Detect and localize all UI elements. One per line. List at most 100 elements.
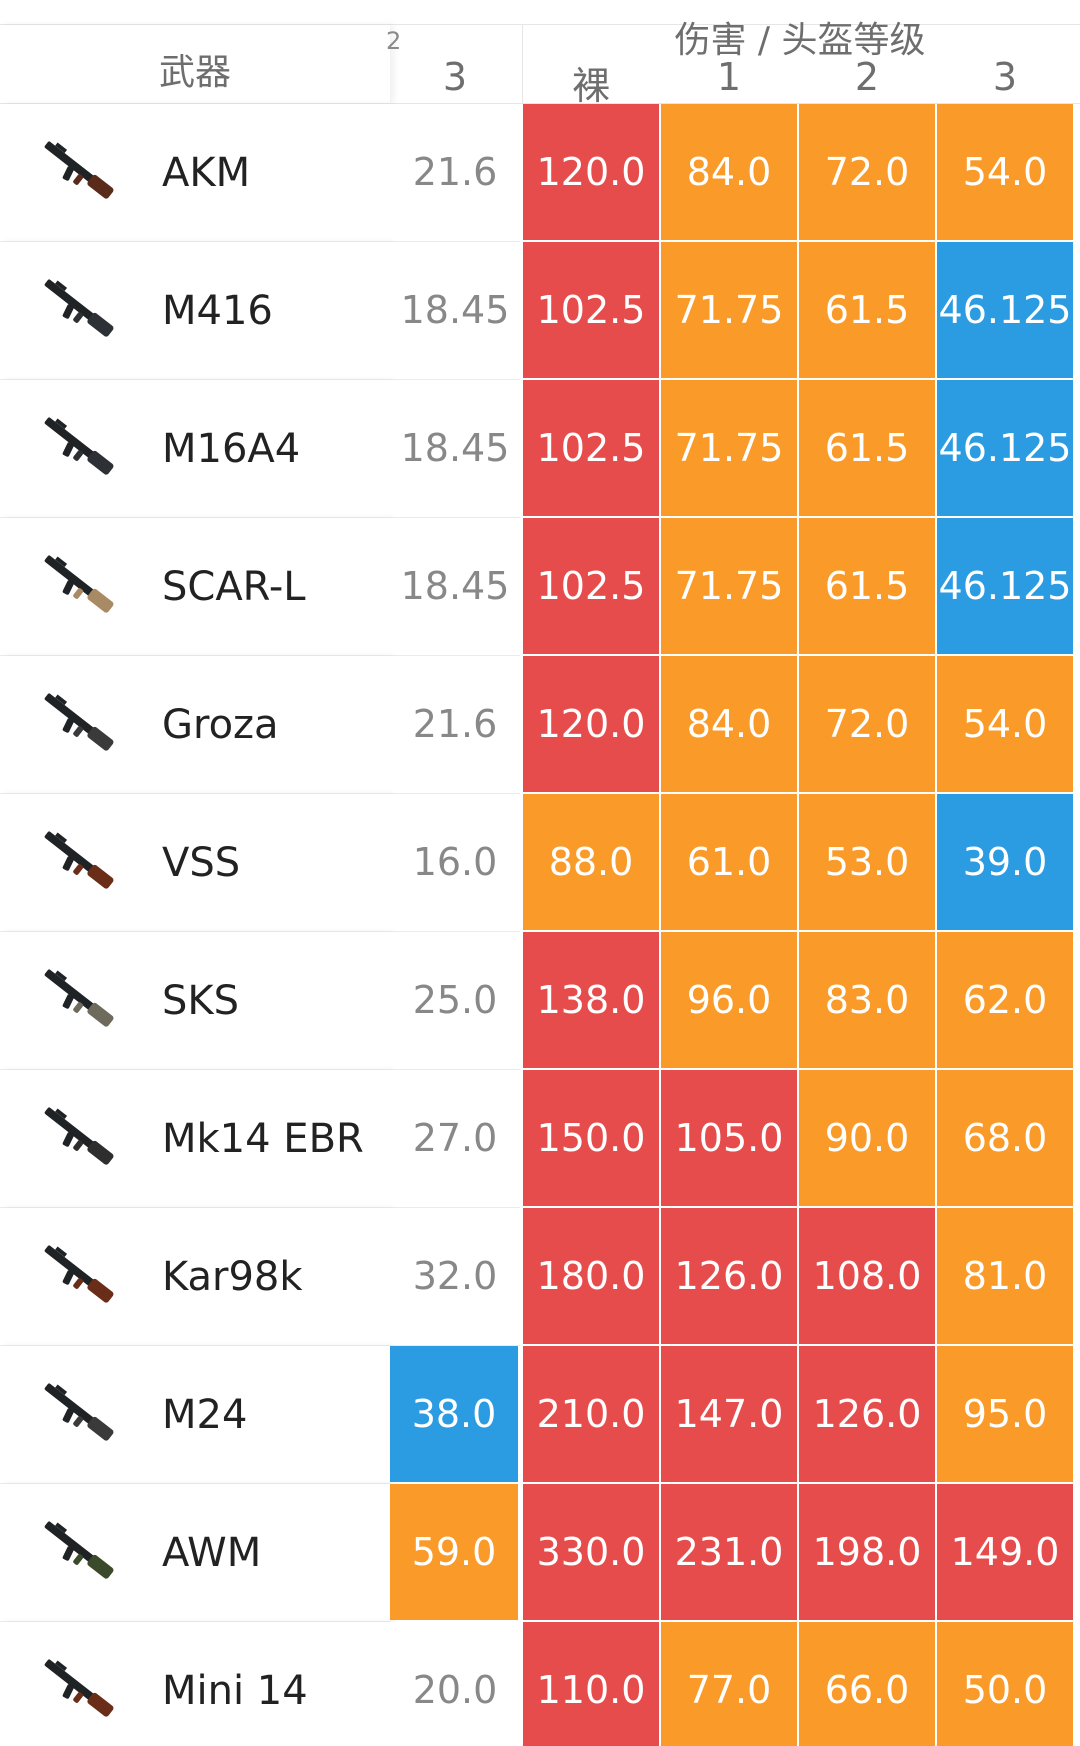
table-row[interactable]: Mk14 EBR 27.0 150.0 105.0 90.0 68.0 [0,1070,1080,1208]
sks-rifle-icon [38,960,126,1042]
body-damage-cell: 32.0 [390,1208,520,1346]
helmet-none-header[interactable]: 裸 [571,64,610,108]
body-damage-cell: 16.0 [390,794,520,932]
mini14-rifle-icon [38,1650,126,1732]
helmet-damage-cell: 46.125 [937,518,1073,654]
weapon-cell[interactable]: SCAR-L [0,518,390,656]
helmet-damage-cell: 102.5 [523,518,659,654]
table-row[interactable]: SCAR-L 18.45 102.5 71.75 61.5 46.125 [0,518,1080,656]
weapon-name: M16A4 [162,426,301,472]
helmet-damage-cell: 66.0 [799,1622,935,1746]
helmet-damage-cell: 53.0 [799,794,935,930]
helmet-damage-cell: 149.0 [937,1484,1073,1620]
helmet-damage-cell: 68.0 [937,1070,1073,1206]
weapon-name: Mini 14 [162,1668,308,1714]
helmet-damage-cell: 150.0 [523,1070,659,1206]
helmet-damage-cell: 102.5 [523,242,659,378]
groza-rifle-icon [38,684,126,766]
header-divider [0,103,1080,104]
weapon-cell[interactable]: AKM [0,104,390,242]
truncated-header-glyph: 2 [386,27,402,55]
weapon-name: AKM [162,150,251,196]
weapon-cell[interactable]: AWM [0,1484,390,1622]
weapon-cell[interactable]: M416 [0,242,390,380]
kar98k-rifle-icon [38,1236,126,1318]
weapon-cell[interactable]: M24 [0,1346,390,1484]
helmet-damage-cell: 61.0 [661,794,797,930]
body-damage-cell: 27.0 [390,1070,520,1208]
table-header: 武器 2 3 伤害 / 头盔等级 裸 1 2 3 [0,20,1080,108]
table-row[interactable]: Groza 21.6 120.0 84.0 72.0 54.0 [0,656,1080,794]
body-damage-cell: 25.0 [390,932,520,1070]
helmet-damage-cell: 108.0 [799,1208,935,1344]
table-row[interactable]: SKS 25.0 138.0 96.0 83.0 62.0 [0,932,1080,1070]
weapon-cell[interactable]: Kar98k [0,1208,390,1346]
helmet-damage-cell: 61.5 [799,518,935,654]
m24-rifle-icon [38,1374,126,1456]
helmet-damage-cell: 62.0 [937,932,1073,1068]
helmet-damage-cell: 54.0 [937,104,1073,240]
weapon-name: Mk14 EBR [162,1116,364,1162]
helmet-damage-cell: 102.5 [523,380,659,516]
helmet-damage-cell: 126.0 [661,1208,797,1344]
helmet-damage-cell: 95.0 [937,1346,1073,1482]
helmet-damage-cell: 84.0 [661,656,797,792]
body-damage-cell: 59.0 [390,1484,518,1620]
m16a4-rifle-icon [38,408,126,490]
weapon-cell[interactable]: M16A4 [0,380,390,518]
helmet-damage-cell: 46.125 [937,380,1073,516]
mk14-rifle-icon [38,1098,126,1180]
table-row[interactable]: VSS 16.0 88.0 61.0 53.0 39.0 [0,794,1080,932]
weapon-column-header[interactable]: 武器 [0,25,390,103]
weapon-name: SKS [162,978,240,1024]
weapon-name: AWM [162,1530,262,1576]
helmet-damage-cell: 71.75 [661,380,797,516]
helmet-damage-cell: 61.5 [799,242,935,378]
helmet-damage-cell: 147.0 [661,1346,797,1482]
m416-rifle-icon [38,270,126,352]
weapon-cell[interactable]: Groza [0,656,390,794]
weapon-cell[interactable]: Mini 14 [0,1622,390,1746]
weapon-cell[interactable]: VSS [0,794,390,932]
helmet-damage-cell: 84.0 [661,104,797,240]
weapon-name: Kar98k [162,1254,303,1300]
table-row[interactable]: Mini 14 20.0 110.0 77.0 66.0 50.0 [0,1622,1080,1746]
weapon-cell[interactable]: SKS [0,932,390,1070]
table-row[interactable]: AWM 59.0 330.0 231.0 198.0 149.0 [0,1484,1080,1622]
akm-rifle-icon [38,132,126,214]
helmet-1-header[interactable]: 1 [716,55,742,99]
header-separator [522,25,523,103]
helmet-damage-cell: 126.0 [799,1346,935,1482]
weapon-cell[interactable]: Mk14 EBR [0,1070,390,1208]
body-damage-cell: 18.45 [390,518,520,656]
body-damage-cell: 21.6 [390,104,520,242]
helmet-damage-cell: 77.0 [661,1622,797,1746]
body-damage-cell: 20.0 [390,1622,520,1746]
table-row[interactable]: Kar98k 32.0 180.0 126.0 108.0 81.0 [0,1208,1080,1346]
helmet-damage-cell: 96.0 [661,932,797,1068]
awm-rifle-icon [38,1512,126,1594]
helmet-damage-cell: 105.0 [661,1070,797,1206]
helmet-damage-cell: 231.0 [661,1484,797,1620]
vss-rifle-icon [38,822,126,904]
weapon-name: VSS [162,840,241,886]
weapon-name: Groza [162,702,279,748]
helmet-damage-cell: 198.0 [799,1484,935,1620]
top-divider [0,24,1080,25]
table-row[interactable]: M416 18.45 102.5 71.75 61.5 46.125 [0,242,1080,380]
helmet-2-header[interactable]: 2 [854,55,880,99]
helmet-damage-cell: 72.0 [799,656,935,792]
helmet-damage-cell: 83.0 [799,932,935,1068]
helmet-damage-cell: 110.0 [523,1622,659,1746]
helmet-damage-cell: 71.75 [661,518,797,654]
helmet-damage-cell: 330.0 [523,1484,659,1620]
helmet-damage-cell: 61.5 [799,380,935,516]
table-row[interactable]: AKM 21.6 120.0 84.0 72.0 54.0 [0,104,1080,242]
table-row[interactable]: M24 38.0 210.0 147.0 126.0 95.0 [0,1346,1080,1484]
body-damage-cell: 18.45 [390,380,520,518]
helmet-damage-cell: 120.0 [523,656,659,792]
helmet-3-header[interactable]: 3 [992,55,1018,99]
table-row[interactable]: M16A4 18.45 102.5 71.75 61.5 46.125 [0,380,1080,518]
body-armor-3-header[interactable]: 3 [442,55,468,99]
